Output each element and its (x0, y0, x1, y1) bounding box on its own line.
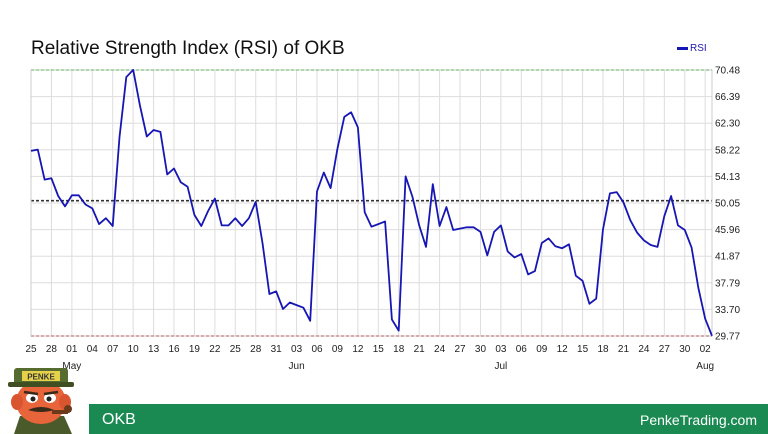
y-tick-label: 54.13 (715, 172, 740, 183)
x-tick-label: 28 (250, 344, 262, 355)
y-tick-label: 41.87 (715, 252, 740, 263)
x-tick-label: 03 (495, 344, 507, 355)
x-month-label: May (62, 361, 81, 372)
rsi-chart: 70.48 66.39 62.30 58.22 54.13 50.05 45.96 41.87… (25, 66, 740, 373)
x-tick-label: 13 (148, 344, 160, 355)
mascot-hat-text: PENKE (27, 373, 55, 382)
y-tick-label: 45.96 (715, 225, 740, 236)
x-tick-label: 31 (271, 344, 283, 355)
x-tick-label: 12 (352, 344, 364, 355)
x-tick-label: 19 (189, 344, 201, 355)
x-tick-label: 15 (373, 344, 385, 355)
x-tick-label: 18 (597, 344, 609, 355)
x-tick-label: 03 (291, 344, 303, 355)
legend-swatch (677, 46, 688, 50)
x-tick-label: 06 (516, 344, 528, 355)
y-tick-label: 29.77 (715, 332, 740, 343)
footer-coin-name: OKB (102, 411, 136, 428)
y-tick-label: 37.79 (715, 278, 740, 289)
x-tick-label: 09 (536, 344, 548, 355)
x-month-label: Jun (289, 361, 305, 372)
x-tick-label: 21 (414, 344, 426, 355)
x-tick-label: 01 (66, 344, 78, 355)
chart-title: Relative Strength Index (RSI) of OKB (31, 38, 345, 59)
y-tick-label: 70.48 (715, 66, 740, 77)
y-tick-label: 33.70 (715, 305, 740, 316)
x-tick-label: 12 (557, 344, 569, 355)
x-tick-label: 02 (700, 344, 712, 355)
x-tick-label: 06 (311, 344, 323, 355)
footer-site-link[interactable]: PenkeTrading.com (640, 412, 757, 428)
x-tick-label: 07 (107, 344, 119, 355)
series-line-rsi (30, 69, 713, 337)
x-tick-label: 25 (25, 344, 37, 355)
x-tick-label: 30 (475, 344, 487, 355)
x-tick-label: 27 (454, 344, 466, 355)
x-tick-label: 21 (618, 344, 630, 355)
footer-bar: OKB PenkeTrading.com (89, 404, 768, 434)
x-tick-label: 25 (230, 344, 242, 355)
x-tick-label: 22 (209, 344, 221, 355)
y-tick-label: 62.30 (715, 119, 740, 130)
x-tick-label: 18 (393, 344, 405, 355)
x-tick-label: 16 (168, 344, 180, 355)
legend-label-rsi: RSI (690, 43, 707, 54)
x-tick-label: 28 (46, 344, 58, 355)
x-month-label: Jul (494, 361, 507, 372)
x-tick-label: 30 (679, 344, 691, 355)
x-tick-label: 24 (638, 344, 650, 355)
x-month-label: Aug (696, 361, 714, 372)
legend: RSI (677, 43, 707, 54)
x-tick-label: 10 (128, 344, 140, 355)
penke-mascot-logo: PENKE (8, 368, 74, 434)
plot-frame (30, 69, 713, 337)
y-tick-label: 66.39 (715, 92, 740, 103)
x-tick-label: 24 (434, 344, 446, 355)
y-tick-label: 58.22 (715, 145, 740, 156)
x-tick-label: 04 (87, 344, 99, 355)
y-tick-label: 50.05 (715, 199, 740, 210)
x-tick-label: 09 (332, 344, 344, 355)
x-tick-label: 27 (659, 344, 671, 355)
x-tick-label: 15 (577, 344, 589, 355)
